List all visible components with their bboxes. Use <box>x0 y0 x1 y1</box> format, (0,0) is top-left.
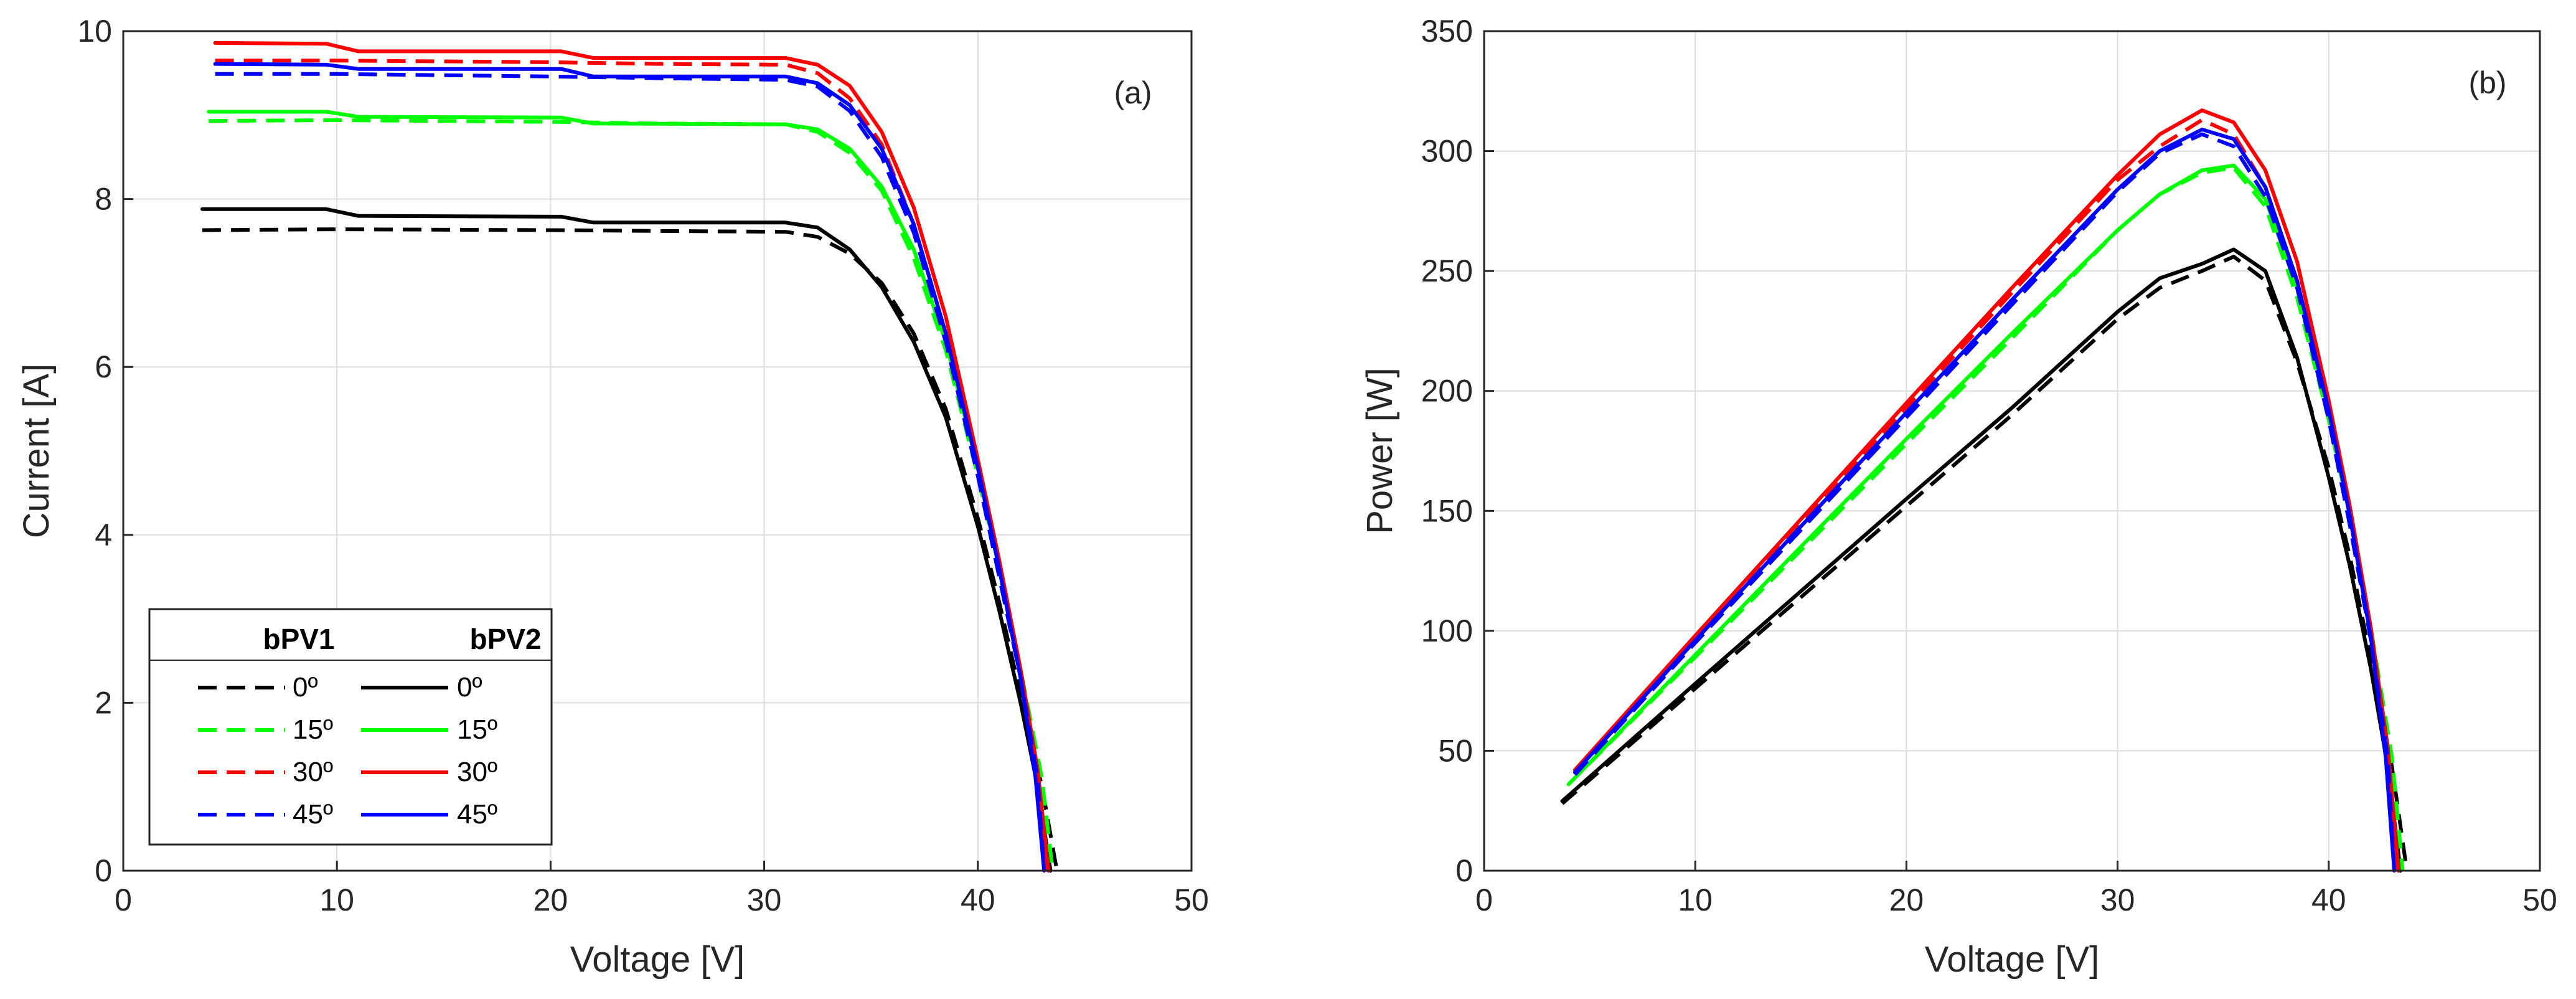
series-line-bpv2-0 <box>1560 247 2403 873</box>
x-tick-label: 50 <box>2522 883 2557 917</box>
series-line-bpv1-30 <box>1573 118 2399 871</box>
series-line-bpv1-0 <box>1561 255 2409 871</box>
legend-row-0: 0º 0º <box>198 672 482 703</box>
x-tick-label: 40 <box>961 883 995 917</box>
x-tick-label: 30 <box>2100 883 2135 917</box>
x-axis-label-a: Voltage [V] <box>570 939 745 980</box>
x-tick-label: 20 <box>534 883 568 917</box>
series-group-b <box>1560 108 2409 873</box>
ticks-b: 0 10 20 30 40 50 0 50 100 150 200 250 300 350 <box>1421 14 2557 917</box>
x-axis-label-b: Voltage [V] <box>1925 939 2100 980</box>
y-tick-label: 250 <box>1421 253 1473 288</box>
x-tick-label: 10 <box>319 883 354 917</box>
y-tick-label: 350 <box>1421 14 1473 49</box>
legend-label-bpv1-45: 45º <box>293 799 333 830</box>
y-tick-label: 10 <box>77 14 112 49</box>
legend-box <box>148 608 553 846</box>
y-tick-label: 2 <box>95 685 112 720</box>
x-tick-label: 30 <box>747 883 782 917</box>
y-tick-label: 8 <box>95 182 112 217</box>
legend-label-bpv2-0: 0º <box>457 672 482 703</box>
x-tick-label: 50 <box>1174 883 1209 917</box>
x-tick-label: 10 <box>1678 883 1713 917</box>
legend-label-bpv2-30: 30º <box>457 757 497 787</box>
plot-area-b <box>1484 31 2540 871</box>
legend-label-bpv1-30: 30º <box>293 757 333 787</box>
y-tick-label: 100 <box>1421 613 1473 648</box>
ticks-a: 0 10 20 30 40 50 0 2 4 6 8 10 <box>77 14 1208 917</box>
panel-label-a: (a) <box>1114 75 1152 110</box>
y-tick-label: 6 <box>95 349 112 384</box>
axes-box-a <box>122 30 1193 872</box>
y-tick-label: 0 <box>95 853 112 888</box>
y-tick-label: 50 <box>1438 733 1473 768</box>
legend-header-bpv1: bPV1 <box>263 623 334 655</box>
x-tick-label: 20 <box>1889 883 1924 917</box>
y-axis-label-b: Power [W] <box>1360 367 1400 534</box>
y-tick-label: 300 <box>1421 134 1473 169</box>
x-tick-label: 40 <box>2311 883 2346 917</box>
y-tick-label: 150 <box>1421 493 1473 528</box>
current-voltage-chart: 0 10 20 30 40 50 0 2 4 6 8 10 Voltage [V] Current [… <box>16 14 1209 980</box>
series-line-bpv1-0 <box>202 227 1059 871</box>
series-line-bpv2-0 <box>200 207 1053 873</box>
legend-row-30: 30º 30º <box>198 757 497 787</box>
x-tick-label: 0 <box>1475 883 1493 917</box>
power-voltage-chart: 0 10 20 30 40 50 0 50 100 150 200 250 300 350 Voltage… <box>1360 14 2557 980</box>
y-tick-label: 200 <box>1421 374 1473 409</box>
panel-label-b: (b) <box>2468 65 2506 100</box>
legend-label-bpv1-0: 0º <box>293 672 318 703</box>
legend-row-15: 15º 15º <box>198 714 497 745</box>
legend: bPV1 bPV2 0º 0º 15º 15º 30º 30º <box>148 608 553 846</box>
series-line-bpv2-45 <box>213 62 1046 873</box>
y-axis-label-a: Current [A] <box>16 364 57 538</box>
legend-label-bpv2-15: 15º <box>457 714 497 745</box>
series-group-a <box>200 40 1059 873</box>
y-tick-label: 4 <box>95 518 112 552</box>
legend-row-45: 45º 45º <box>198 799 497 830</box>
legend-label-bpv1-15: 15º <box>293 714 333 745</box>
y-tick-label: 0 <box>1455 853 1473 888</box>
x-tick-label: 0 <box>115 883 132 917</box>
legend-header-bpv2: bPV2 <box>469 623 541 655</box>
series-line-bpv2-45 <box>1572 127 2396 873</box>
legend-label-bpv2-45: 45º <box>457 799 497 830</box>
axes-box-b <box>1483 30 2541 872</box>
